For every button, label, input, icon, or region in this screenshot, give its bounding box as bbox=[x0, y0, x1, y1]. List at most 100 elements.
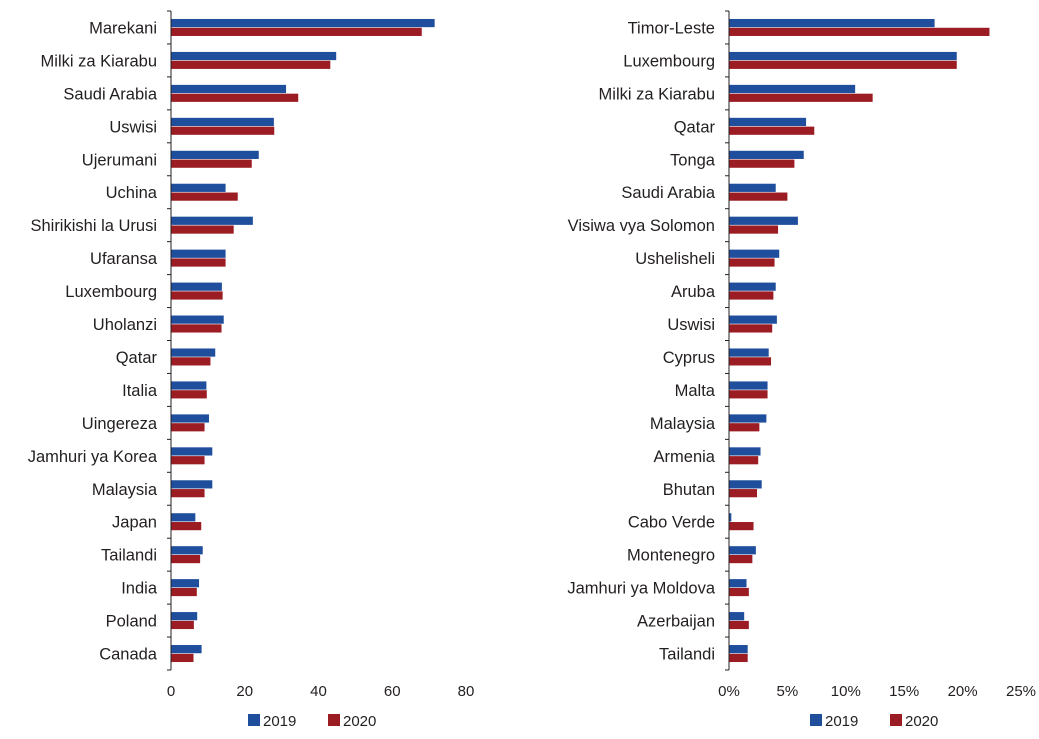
category-label: Tonga bbox=[670, 151, 716, 169]
bar-2019 bbox=[171, 51, 337, 61]
x-tick-label: 40 bbox=[310, 683, 327, 700]
category-label: Luxembourg bbox=[623, 52, 715, 70]
bar-2020 bbox=[729, 225, 779, 234]
x-tick-label: 0 bbox=[167, 683, 175, 700]
category-label: Uchina bbox=[106, 184, 158, 202]
bar-2019 bbox=[729, 612, 745, 621]
category-label: Luxembourg bbox=[65, 283, 157, 301]
bar-2020 bbox=[171, 258, 226, 267]
bar-2019 bbox=[171, 282, 222, 291]
bar-2019 bbox=[729, 414, 767, 423]
bar-2020 bbox=[729, 60, 957, 69]
category-label: Uingereza bbox=[82, 415, 158, 433]
bar-2019 bbox=[171, 546, 203, 555]
category-label: Uholanzi bbox=[93, 316, 157, 334]
bar-2020 bbox=[729, 357, 772, 366]
bar-2019 bbox=[729, 315, 777, 324]
legend-label: 2020 bbox=[343, 713, 376, 730]
category-label: Malta bbox=[675, 382, 716, 400]
bar-2019 bbox=[729, 282, 776, 291]
bar-2019 bbox=[729, 447, 761, 456]
bar-2020 bbox=[729, 291, 774, 300]
legend-swatch-2019 bbox=[810, 714, 822, 726]
category-label: Bhutan bbox=[663, 481, 715, 499]
category-label: Saudi Arabia bbox=[63, 85, 157, 103]
bar-2019 bbox=[171, 348, 216, 357]
bar-2020 bbox=[171, 225, 234, 234]
bar-2019 bbox=[171, 315, 224, 324]
bar-2019 bbox=[171, 117, 274, 127]
bar-2020 bbox=[171, 93, 299, 102]
category-label: Japan bbox=[112, 514, 157, 532]
bar-2020 bbox=[729, 27, 990, 36]
x-tick-label: 15% bbox=[889, 683, 919, 700]
bar-2020 bbox=[729, 587, 749, 597]
bar-2020 bbox=[171, 620, 194, 630]
bar-2019 bbox=[171, 84, 287, 94]
bar-2019 bbox=[729, 18, 935, 28]
bar-2019 bbox=[171, 414, 209, 423]
bar-2020 bbox=[171, 27, 422, 36]
bar-2020 bbox=[729, 423, 760, 432]
bar-2019 bbox=[171, 150, 259, 159]
bar-2020 bbox=[171, 126, 275, 135]
bar-2020 bbox=[171, 489, 205, 498]
bar-2020 bbox=[729, 456, 759, 465]
category-label: Uswisi bbox=[667, 316, 715, 334]
category-label: Milki za Kiarabu bbox=[41, 52, 157, 70]
bar-2020 bbox=[729, 653, 748, 663]
bar-2019 bbox=[171, 579, 200, 588]
bar-2019 bbox=[729, 480, 762, 489]
bar-2020 bbox=[729, 258, 775, 267]
chart-panel-1: Marekani Milki za Kiarabu Saudi Arabia Uswi… bbox=[28, 10, 474, 730]
bar-2019 bbox=[171, 612, 198, 621]
legend: 2019 2020 bbox=[810, 713, 938, 730]
bar-2019 bbox=[729, 84, 856, 94]
legend-swatch-2019 bbox=[248, 714, 260, 726]
bar-2019 bbox=[729, 183, 776, 192]
bar-2020 bbox=[171, 522, 202, 531]
legend: 2019 2020 bbox=[248, 713, 376, 730]
bar-2020 bbox=[171, 554, 201, 564]
bar-2019 bbox=[171, 480, 213, 489]
category-label: Poland bbox=[106, 613, 157, 631]
bar-2019 bbox=[171, 513, 196, 522]
category-label: Ujerumani bbox=[82, 151, 157, 169]
bar-2020 bbox=[729, 159, 795, 168]
x-tick-label: 10% bbox=[831, 683, 861, 700]
category-label: Qatar bbox=[116, 349, 158, 367]
category-label: Tailandi bbox=[659, 646, 715, 664]
bar-2020 bbox=[729, 554, 753, 564]
bar-2020 bbox=[171, 423, 205, 432]
x-tick-label: 20 bbox=[236, 683, 253, 700]
category-label: Ushelisheli bbox=[635, 250, 715, 268]
category-label: Milki za Kiarabu bbox=[599, 85, 715, 103]
bar-2019 bbox=[171, 183, 226, 192]
x-tick-label: 60 bbox=[384, 683, 401, 700]
bar-2020 bbox=[171, 357, 211, 366]
bar-2019 bbox=[729, 579, 747, 588]
x-tick-label: 5% bbox=[777, 683, 799, 700]
category-label: Malaysia bbox=[650, 415, 716, 433]
bar-2019 bbox=[171, 645, 202, 654]
category-label: India bbox=[121, 580, 158, 598]
bar-2020 bbox=[729, 522, 754, 531]
legend-label: 2019 bbox=[825, 713, 858, 730]
category-label: Armenia bbox=[654, 448, 716, 466]
legend-label: 2020 bbox=[905, 713, 938, 730]
legend-swatch-2020 bbox=[890, 714, 902, 726]
bar-2020 bbox=[171, 324, 222, 333]
category-label: Jamhuri ya Moldova bbox=[567, 580, 715, 598]
bar-2019 bbox=[729, 51, 957, 61]
bar-2019 bbox=[729, 249, 780, 258]
bar-2019 bbox=[171, 216, 253, 225]
bar-2019 bbox=[171, 18, 435, 28]
bar-2020 bbox=[729, 620, 749, 630]
chart-panel-2: Timor-Leste Luxembourg Milki za Kiarabu Qat… bbox=[567, 10, 1036, 730]
bar-2020 bbox=[729, 192, 788, 201]
bar-2020 bbox=[729, 390, 768, 399]
category-label: Cyprus bbox=[663, 349, 715, 367]
bar-2019 bbox=[171, 249, 226, 258]
